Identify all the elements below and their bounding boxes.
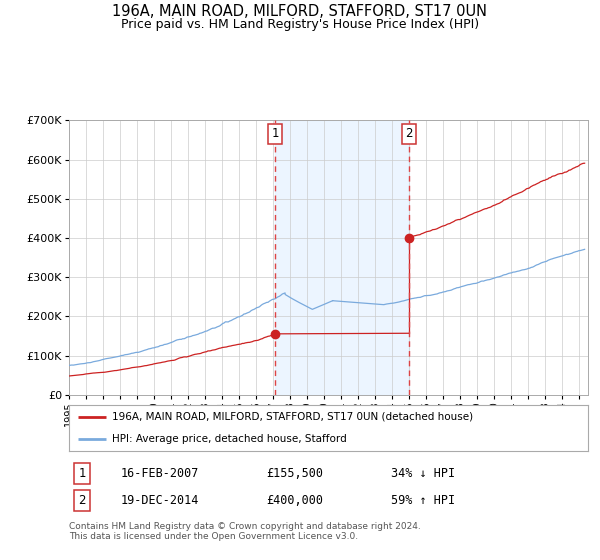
Text: 196A, MAIN ROAD, MILFORD, STAFFORD, ST17 0UN (detached house): 196A, MAIN ROAD, MILFORD, STAFFORD, ST17…	[112, 412, 473, 422]
Text: 2: 2	[405, 127, 412, 140]
Text: 34% ↓ HPI: 34% ↓ HPI	[391, 467, 455, 480]
Text: HPI: Average price, detached house, Stafford: HPI: Average price, detached house, Staf…	[112, 434, 346, 444]
Bar	[275, 120, 409, 395]
Text: Price paid vs. HM Land Registry's House Price Index (HPI): Price paid vs. HM Land Registry's House …	[121, 18, 479, 31]
Text: £400,000: £400,000	[266, 494, 323, 507]
Text: 59% ↑ HPI: 59% ↑ HPI	[391, 494, 455, 507]
Text: 16-FEB-2007: 16-FEB-2007	[121, 467, 199, 480]
Text: £155,500: £155,500	[266, 467, 323, 480]
Text: 2: 2	[78, 494, 86, 507]
Text: 196A, MAIN ROAD, MILFORD, STAFFORD, ST17 0UN: 196A, MAIN ROAD, MILFORD, STAFFORD, ST17…	[113, 4, 487, 19]
Text: 19-DEC-2014: 19-DEC-2014	[121, 494, 199, 507]
Text: Contains HM Land Registry data © Crown copyright and database right 2024.
This d: Contains HM Land Registry data © Crown c…	[69, 522, 421, 542]
Text: 1: 1	[271, 127, 279, 140]
Text: 1: 1	[78, 467, 86, 480]
